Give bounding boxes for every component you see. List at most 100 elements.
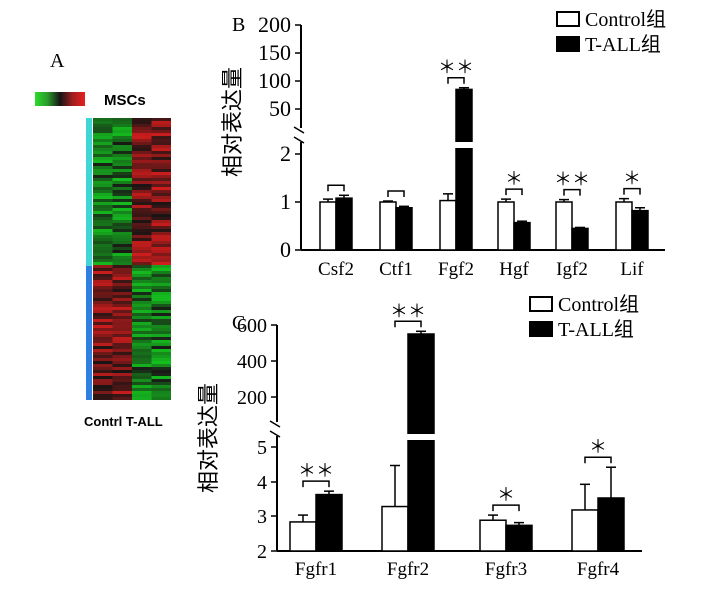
significance-label: ＊ [623,169,641,189]
heatmap-cell [132,244,152,248]
heatmap-cell [93,238,113,242]
heatmap-cell [112,193,133,197]
heatmap-cell [132,394,152,398]
heatmap-cell [93,322,113,326]
heatmap-cell [93,118,113,122]
heatmap-cell [151,307,171,311]
heatmap-cell [151,361,171,365]
heatmap-cell [132,262,152,266]
heatmap-cell [132,232,152,236]
heatmap-cell [93,133,113,137]
heatmap-cell [132,193,152,197]
heatmap-cell [132,277,152,281]
x-tick-label: Fgfr3 [485,559,527,580]
heatmap-cell [112,277,133,281]
heatmap-cell [151,193,171,197]
heatmap-cell [93,142,113,146]
heatmap-cell [151,208,171,212]
heatmap-cell [132,142,152,146]
heatmap-cell [112,226,133,230]
heatmap-cell [132,238,152,242]
heatmap-cell [151,310,171,314]
heatmap-cell [151,346,171,350]
y-tick-label: 1 [280,189,291,214]
heatmap-cell [93,307,113,311]
heatmap-cell [132,328,152,332]
heatmap-cell [93,202,113,206]
heatmap-cell [112,229,133,233]
panel-b-letter: B [232,14,246,36]
heatmap-cell [112,235,133,239]
heatmap-cell [151,226,171,230]
x-tick-label: Ctf1 [379,259,413,280]
heatmap-cell [151,343,171,347]
heatmap-cell [132,166,152,170]
heatmap-cell [93,268,113,272]
heatmap-cell [112,283,133,287]
heatmap-cell [132,337,152,341]
heatmap-cell [151,199,171,203]
heatmap-cell [151,187,171,191]
heatmap-cell [93,256,113,260]
heatmap-cell [112,124,133,128]
heatmap-cell [112,289,133,293]
heatmap-cell [151,169,171,173]
heatmap-cell [112,241,133,245]
x-tick-label: Fgfr2 [387,559,429,580]
significance-bracket [623,187,641,195]
heatmap-cell [112,304,133,308]
heatmap-cell [93,148,113,152]
heatmap-cell [132,130,152,134]
heatmap-cell [112,136,133,140]
heatmap-cell [112,121,133,125]
heatmap-cell [151,130,171,134]
heatmap-cell [132,349,152,353]
y-axis-label: 相对表达量 [220,67,245,177]
heatmap-cell [93,244,113,248]
y-tick-label: 600 [237,315,267,337]
heatmap-cell [132,205,152,209]
heatmap-cell [151,133,171,137]
heatmap-cell [93,295,113,299]
legend-swatch [529,296,553,312]
heatmap-cell [112,142,133,146]
heatmap-cell [151,304,171,308]
heatmap-cell [132,325,152,329]
heatmap-cell [151,271,171,275]
heatmap-cell [132,145,152,149]
heatmap-cell [132,157,152,161]
heatmap-cell [93,172,113,176]
heatmap-cell [93,277,113,281]
y-tick-label: 5 [257,437,267,459]
heatmap-cell [93,370,113,374]
heatmap-cell [112,259,133,263]
heatmap-cell [151,355,171,359]
heatmap-cell [112,322,133,326]
heatmap-cell [132,280,152,284]
y-axis-label: 相对表达量 [196,383,221,493]
heatmap-cell [151,385,171,389]
heatmap-cell [112,145,133,149]
heatmap-cell [112,397,133,400]
heatmap-cell [93,259,113,263]
heatmap-cell [132,322,152,326]
bar-break-gap [455,142,473,148]
heatmap-cell [112,310,133,314]
heatmap-cell [112,223,133,227]
heatmap-cell [112,292,133,296]
heatmap-cell [112,268,133,272]
heatmap-cell [151,313,171,317]
heatmap-cell [132,316,152,320]
heatmap-cell [151,274,171,278]
heatmap-cell [112,220,133,224]
bar-control [289,521,317,552]
heatmap-cell [151,379,171,383]
significance-bracket [387,190,405,198]
heatmap-cell [132,271,152,275]
heatmap-cell [151,136,171,140]
heatmap-cell [93,157,113,161]
heatmap-cell [132,217,152,221]
heatmap-cell [93,340,113,344]
heatmap-cell [151,331,171,335]
heatmap-cell [151,250,171,254]
